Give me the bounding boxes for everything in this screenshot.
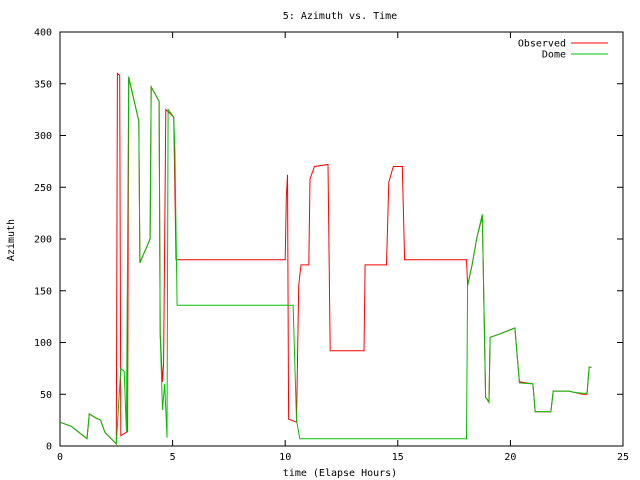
y-tick-label: 0 bbox=[46, 442, 52, 453]
x-tick-label: 20 bbox=[504, 452, 516, 463]
series-lines bbox=[59, 72, 592, 446]
y-axis-label: Azimuth bbox=[6, 219, 17, 261]
plot-frame bbox=[59, 31, 624, 447]
x-tick-label: 15 bbox=[392, 452, 404, 463]
y-tick-label: 300 bbox=[34, 131, 52, 142]
y-tick-label: 150 bbox=[34, 286, 52, 297]
y-tick-label: 400 bbox=[34, 28, 52, 39]
legend-label-dome: Dome bbox=[542, 50, 566, 61]
x-tick-label: 0 bbox=[57, 452, 63, 463]
y-tick-label: 250 bbox=[34, 183, 52, 194]
x-tick-label: 10 bbox=[279, 452, 291, 463]
x-tick-label: 5 bbox=[170, 452, 176, 463]
x-tick-label: 25 bbox=[617, 452, 629, 463]
series-line-dome bbox=[59, 76, 592, 446]
y-tick-label: 350 bbox=[34, 79, 52, 90]
y-tick-label: 50 bbox=[40, 390, 52, 401]
y-tick-label: 200 bbox=[34, 235, 52, 246]
chart-title: 5: Azimuth vs. Time bbox=[283, 11, 397, 22]
legend-label-observed: Observed bbox=[518, 39, 566, 50]
x-axis-label: time (Elapse Hours) bbox=[283, 468, 397, 479]
y-tick-label: 100 bbox=[34, 338, 52, 349]
